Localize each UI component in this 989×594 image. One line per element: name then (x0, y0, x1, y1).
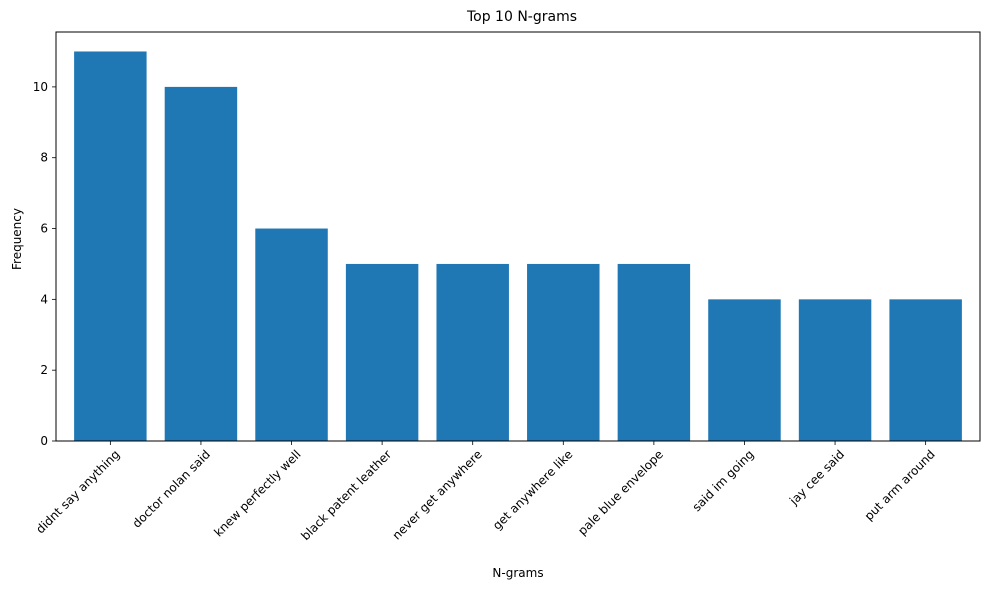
x-tick-label: said im going (690, 447, 757, 514)
x-tick-label: put arm around (862, 447, 938, 523)
y-tick-label: 10 (33, 80, 48, 94)
y-tick-label: 0 (40, 434, 48, 448)
x-tick-label: pale blue envelope (575, 447, 666, 538)
x-tick-label: knew perfectly well (211, 447, 303, 539)
plot-frame (55, 31, 981, 442)
bar-3 (255, 228, 328, 441)
x-tick-label: get anywhere like (490, 447, 575, 532)
bar-9 (798, 299, 872, 441)
bar-4 (345, 263, 419, 441)
bar-8 (708, 299, 781, 441)
x-tick-label: didnt say anything (33, 447, 122, 536)
y-axis: 0 2 4 6 8 10 (33, 80, 56, 448)
chart-title: Top 10 N-grams (466, 9, 577, 25)
bars-layer (74, 51, 962, 441)
bar-1 (74, 51, 147, 441)
x-tick-label: never get anywhere (390, 447, 485, 542)
x-axis-label: N-grams (492, 566, 543, 580)
y-tick-label: 8 (40, 151, 48, 165)
x-tick-label: black patent leather (298, 447, 394, 543)
x-tick-label: jay cee said (786, 447, 847, 508)
x-axis: didnt say anything doctor nolan saidknew … (33, 441, 938, 543)
bar-10 (889, 299, 962, 441)
x-tick-label: doctor nolan said (130, 447, 213, 530)
bar-7 (617, 263, 691, 441)
bar-6 (527, 263, 600, 441)
y-axis-label: Frequency (10, 208, 24, 270)
bar-2 (164, 86, 238, 441)
y-tick-label: 2 (40, 363, 48, 377)
y-tick-label: 4 (40, 292, 48, 306)
bar-5 (436, 263, 509, 441)
y-tick-label: 6 (40, 222, 48, 236)
